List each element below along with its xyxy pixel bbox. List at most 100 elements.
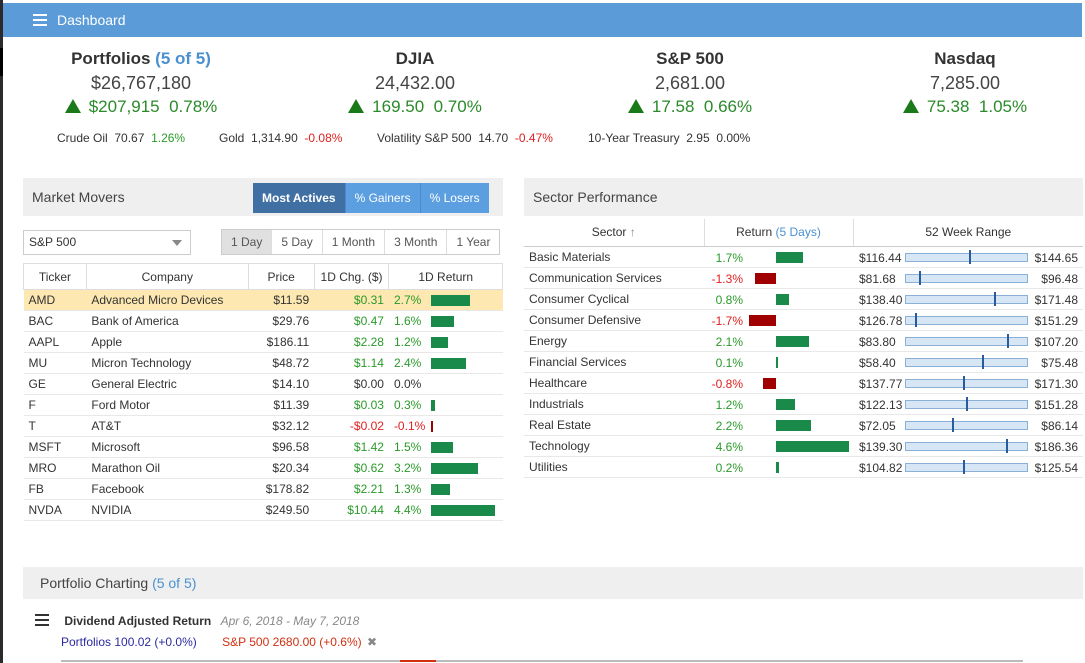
- col-return[interactable]: 1D Return: [388, 263, 503, 290]
- sector-row[interactable]: Communication Services -1.3% $81.68 $96.48: [524, 267, 1083, 289]
- return-bar: [776, 398, 795, 410]
- range-1-month[interactable]: 1 Month: [323, 230, 386, 254]
- index-value: $26,767,180: [90, 73, 192, 93]
- return-bar: [430, 316, 454, 327]
- col-52-week-range[interactable]: 52 Week Range: [852, 219, 1083, 247]
- sector-row[interactable]: Industrials 1.2% $122.13 $151.28: [524, 393, 1083, 415]
- index-card-nasdaq: Nasdaq 7,285.00 75.38 1.05%: [835, 49, 1085, 121]
- company: Bank of America: [86, 310, 249, 332]
- range-marker: [1006, 438, 1008, 453]
- company: Microsoft: [86, 436, 249, 458]
- tab-most-actives[interactable]: Most Actives: [253, 183, 346, 213]
- sector-return: 0.1%: [704, 351, 853, 373]
- up-triangle-icon: [348, 99, 365, 113]
- return-bar: [430, 358, 466, 369]
- sector-row[interactable]: Basic Materials 1.7% $116.44 $144.65: [524, 246, 1083, 268]
- range-marker: [966, 396, 968, 411]
- index-select[interactable]: S&P 500: [23, 230, 191, 255]
- sector-range: $122.13 $151.28: [853, 393, 1083, 415]
- legend-sp500[interactable]: S&P 500 2680.00 (+0.6%): [222, 635, 362, 649]
- return-bar: [755, 272, 776, 284]
- index-value: 7,285.00: [929, 73, 1001, 93]
- sector-return: -1.3%: [704, 267, 853, 289]
- col-price[interactable]: Price: [247, 263, 315, 290]
- range-1-year[interactable]: 1 Year: [456, 235, 491, 249]
- table-row[interactable]: T AT&T $32.12 -$0.02 -0.1%: [23, 415, 503, 437]
- return: 4.4%: [388, 499, 503, 521]
- ticker: AMD: [23, 289, 87, 311]
- index-name: DJIA: [395, 49, 435, 68]
- range-track: [905, 294, 1028, 304]
- company: Advanced Micro Devices: [86, 289, 249, 311]
- sector-range: $72.05 $86.14: [853, 414, 1083, 436]
- range-track: [905, 252, 1028, 262]
- sector-row[interactable]: Technology 4.6% $139.30 $186.36: [524, 435, 1083, 457]
- legend-portfolios[interactable]: Portfolios 100.02 (+0.0%): [61, 635, 197, 649]
- table-row[interactable]: MSFT Microsoft $96.58 $1.42 1.5%: [23, 436, 503, 458]
- table-row[interactable]: MRO Marathon Oil $20.34 $0.62 3.2%: [23, 457, 503, 479]
- index-name: S&P 500: [656, 49, 724, 68]
- price: $32.12: [248, 415, 315, 437]
- table-row[interactable]: NVDA NVIDIA $249.50 $10.44 4.4%: [23, 499, 503, 521]
- return-bar: [430, 337, 448, 348]
- sector-row[interactable]: Energy 2.1% $83.80 $107.20: [524, 330, 1083, 352]
- col-sector[interactable]: Sector ↑: [524, 219, 704, 247]
- sector-range: $139.30 $186.36: [853, 435, 1083, 457]
- return-bar: [776, 293, 789, 305]
- table-row[interactable]: FB Facebook $178.82 $2.21 1.3%: [23, 478, 503, 500]
- portfolio-count-link[interactable]: (5 of 5): [152, 575, 197, 591]
- tab-losers[interactable]: % Losers: [420, 183, 489, 213]
- commodity-gold: Gold 1,314.90 -0.08%: [219, 131, 343, 145]
- table-row[interactable]: AAPL Apple $186.11 $2.28 1.2%: [23, 331, 503, 353]
- range-1-day[interactable]: 1 Day: [222, 230, 273, 254]
- close-icon[interactable]: ✖: [366, 635, 378, 649]
- ticker: F: [23, 394, 87, 416]
- sector-row[interactable]: Healthcare -0.8% $137.77 $171.30: [524, 372, 1083, 394]
- col-ticker[interactable]: Ticker: [23, 263, 87, 290]
- return: -0.1%: [388, 415, 503, 437]
- tab-gainers[interactable]: % Gainers: [345, 183, 421, 213]
- ticker: AAPL: [23, 331, 87, 353]
- ticker: FB: [23, 478, 87, 500]
- sector-return: 2.2%: [704, 414, 853, 436]
- table-row[interactable]: BAC Bank of America $29.76 $0.47 1.6%: [23, 310, 503, 332]
- commodity-volatility: Volatility S&P 500 14.70 -0.47%: [377, 131, 553, 145]
- range-marker: [915, 312, 917, 327]
- range-marker: [982, 354, 984, 369]
- col-chg[interactable]: 1D Chg. ($): [313, 263, 390, 290]
- return: 1.3%: [388, 478, 503, 500]
- range-track: [905, 462, 1028, 472]
- return-bar: [776, 461, 779, 473]
- sector-row[interactable]: Consumer Defensive -1.7% $126.78 $151.29: [524, 309, 1083, 331]
- table-row[interactable]: F Ford Motor $11.39 $0.03 0.3%: [23, 394, 503, 416]
- sector-row[interactable]: Real Estate 2.2% $72.05 $86.14: [524, 414, 1083, 436]
- range-3-month[interactable]: 3 Month: [385, 230, 448, 254]
- table-row[interactable]: AMD Advanced Micro Devices $11.59 $0.31 2.7%: [23, 289, 503, 311]
- range-5-day[interactable]: 5 Day: [272, 230, 323, 254]
- sector-name: Industrials: [524, 393, 704, 415]
- sector-name: Consumer Defensive: [524, 309, 704, 331]
- sector-row[interactable]: Utilities 0.2% $104.82 $125.54: [524, 456, 1083, 478]
- commodity-crude-oil: Crude Oil 70.67 1.26%: [57, 131, 186, 145]
- index-change: 75.38 1.05%: [835, 97, 1085, 121]
- table-row[interactable]: GE General Electric $14.10 $0.00 0.0%: [23, 373, 503, 395]
- change: $0.03: [314, 394, 389, 416]
- sector-row[interactable]: Consumer Cyclical 0.8% $138.40 $171.48: [524, 288, 1083, 310]
- change: $2.21: [314, 478, 389, 500]
- col-return[interactable]: Return (5 Days): [703, 219, 853, 247]
- col-company[interactable]: Company: [85, 263, 249, 290]
- portfolio-count-link[interactable]: (5 of 5): [155, 49, 211, 68]
- index-change: 17.58 0.66%: [560, 97, 820, 121]
- index-card-djia: DJIA 24,432.00 169.50 0.70%: [285, 49, 545, 121]
- table-row[interactable]: MU Micron Technology $48.72 $1.14 2.4%: [23, 352, 503, 374]
- sector-return: 4.6%: [704, 435, 853, 457]
- sector-row[interactable]: Financial Services 0.1% $58.40 $75.48: [524, 351, 1083, 373]
- portfolio-charting-header: Portfolio Charting (5 of 5): [23, 567, 1083, 599]
- return-bar: [776, 419, 811, 431]
- sector-range: $83.80 $107.20: [853, 330, 1083, 352]
- return: 0.0%: [388, 373, 503, 395]
- price: $14.10: [248, 373, 315, 395]
- sector-return: 0.8%: [704, 288, 853, 310]
- menu-icon[interactable]: [33, 14, 47, 26]
- chart-menu-icon[interactable]: [35, 614, 49, 626]
